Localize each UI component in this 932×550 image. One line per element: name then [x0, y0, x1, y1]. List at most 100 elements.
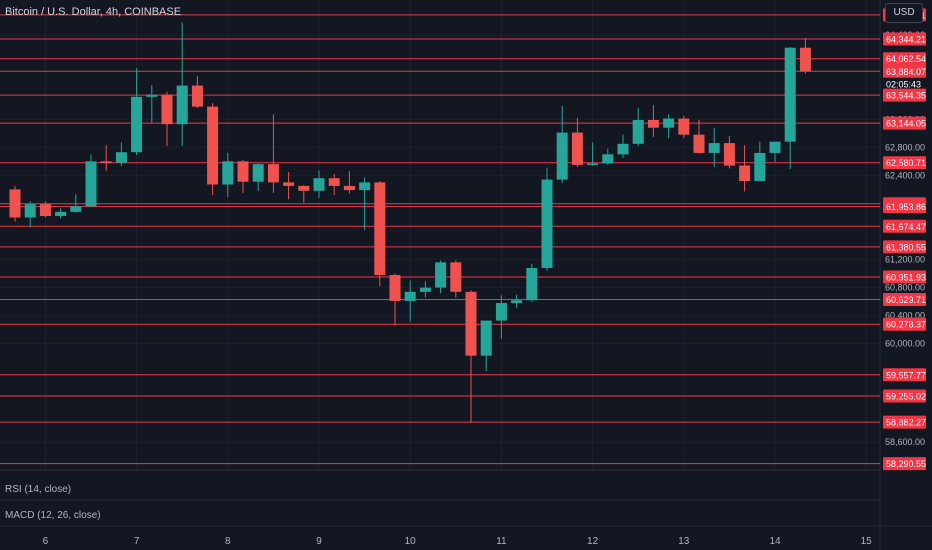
candle-body-bearish — [328, 178, 340, 186]
candle-body-bearish — [647, 119, 659, 128]
price-level-label: 63,544.35 — [886, 91, 926, 101]
candle-body-bearish — [693, 134, 705, 153]
candle-body-bearish — [799, 47, 811, 72]
candle-body-bearish — [161, 94, 173, 125]
price-level-tag — [883, 240, 926, 254]
price-level-tag — [883, 52, 926, 66]
price-level-label: 61,953.86 — [886, 202, 926, 212]
price-level-label: 60,951.93 — [886, 272, 926, 282]
candle-body-bullish — [769, 141, 781, 153]
candle-body-bearish — [207, 106, 219, 185]
y-tick-label: 60,800.00 — [885, 283, 925, 293]
candle-body-bullish — [754, 152, 766, 181]
price-level-label: 62,580.71 — [886, 158, 926, 168]
candle-body-bullish — [708, 143, 720, 153]
price-level-tag — [883, 88, 926, 102]
price-level-tag — [883, 200, 926, 214]
candle-body-bullish — [526, 267, 538, 301]
candle-body-bullish — [632, 119, 644, 144]
candle-body-bearish — [389, 274, 401, 301]
candle-body-bearish — [191, 85, 203, 107]
chart-title: Bitcoin / U.S. Dollar, 4h, COINBASE — [5, 6, 182, 18]
candle-body-bearish — [739, 165, 751, 181]
candle-body-bearish — [267, 164, 279, 183]
candle-body-bullish — [55, 211, 67, 217]
x-tick-label: 9 — [316, 536, 322, 547]
x-tick-label: 8 — [225, 536, 231, 547]
candle-body-bearish — [450, 262, 462, 292]
candle-body-bullish — [480, 320, 492, 356]
y-tick-label: 60,000.00 — [885, 339, 925, 349]
y-tick-label: 58,600.00 — [885, 437, 925, 447]
candle-body-bullish — [359, 182, 371, 191]
candle-body-bullish — [146, 94, 158, 97]
candle-body-bullish — [435, 262, 447, 288]
candle-body-bullish — [313, 178, 325, 191]
candle-body-bearish — [283, 182, 295, 186]
candle-body-bearish — [571, 132, 583, 165]
x-tick-label: 11 — [496, 536, 507, 547]
price-level-tag — [883, 219, 926, 233]
price-level-tag — [883, 64, 926, 78]
candle-body-bullish — [131, 96, 143, 153]
price-level-label: 58,290.55 — [886, 459, 926, 469]
candle-body-bearish — [298, 185, 310, 191]
y-tick-label: 60,400.00 — [885, 311, 925, 321]
candle-body-bullish — [602, 154, 614, 164]
x-tick-label: 14 — [769, 536, 781, 547]
price-level-label: 59,255.02 — [886, 391, 926, 401]
price-level-tag — [883, 317, 926, 331]
price-level-label: 64,344.21 — [886, 34, 926, 44]
x-tick-label: 7 — [134, 536, 140, 547]
price-level-label: 61,674.47 — [886, 222, 926, 232]
candle-body-bearish — [374, 182, 386, 275]
candle-body-bullish — [85, 161, 97, 207]
candle-body-bullish — [511, 300, 523, 304]
candle-body-bearish — [723, 143, 735, 166]
candle-body-bullish — [115, 152, 127, 163]
candle-body-bullish — [252, 164, 264, 182]
candle-body-bearish — [343, 185, 355, 191]
candle-body-bearish — [678, 118, 690, 135]
candle-body-bearish — [9, 189, 21, 218]
price-level-tag — [883, 415, 926, 429]
candle-body-bullish — [419, 287, 431, 292]
candle-body-bearish — [465, 291, 477, 356]
price-level-label: 63,884.07 — [886, 67, 926, 77]
macd-pane-label[interactable]: MACD (12, 26, close) — [5, 510, 101, 521]
price-level-label: 59,557.77 — [886, 370, 926, 380]
candle-body-bullish — [24, 204, 36, 218]
price-level-tag — [883, 293, 926, 307]
candle-body-bullish — [70, 206, 82, 212]
y-tick-label: 61,200.00 — [885, 255, 925, 265]
y-tick-label: 62,400.00 — [885, 170, 925, 180]
candle-body-bullish — [176, 85, 188, 125]
last-price-countdown: 02:05:43 — [886, 80, 921, 90]
y-tick-label: 62,800.00 — [885, 142, 925, 152]
rsi-pane-label[interactable]: RSI (14, close) — [5, 484, 72, 495]
candle-body-bullish — [222, 161, 234, 185]
price-level-label: 58,882.27 — [886, 418, 926, 428]
x-tick-label: 13 — [678, 536, 690, 547]
currency-button[interactable]: USD — [885, 3, 923, 23]
price-level-tag — [883, 457, 926, 471]
x-tick-label: 12 — [587, 536, 599, 547]
candle-body-bullish — [404, 291, 416, 301]
price-level-label: 61,380.55 — [886, 242, 926, 252]
price-level-tag — [883, 32, 926, 46]
candle-body-bearish — [100, 161, 112, 163]
candle-body-bullish — [587, 163, 599, 165]
price-level-tag — [883, 389, 926, 403]
x-tick-label: 15 — [861, 536, 873, 547]
price-level-tag — [883, 156, 926, 170]
candle-body-bullish — [541, 179, 553, 268]
x-tick-label: 6 — [43, 536, 49, 547]
candle-body-bullish — [495, 303, 507, 321]
price-level-tag — [883, 368, 926, 382]
price-level-label: 63,144.05 — [886, 119, 926, 129]
candle-body-bullish — [617, 143, 629, 155]
candle-body-bearish — [237, 161, 249, 182]
candle-body-bullish — [663, 118, 675, 128]
